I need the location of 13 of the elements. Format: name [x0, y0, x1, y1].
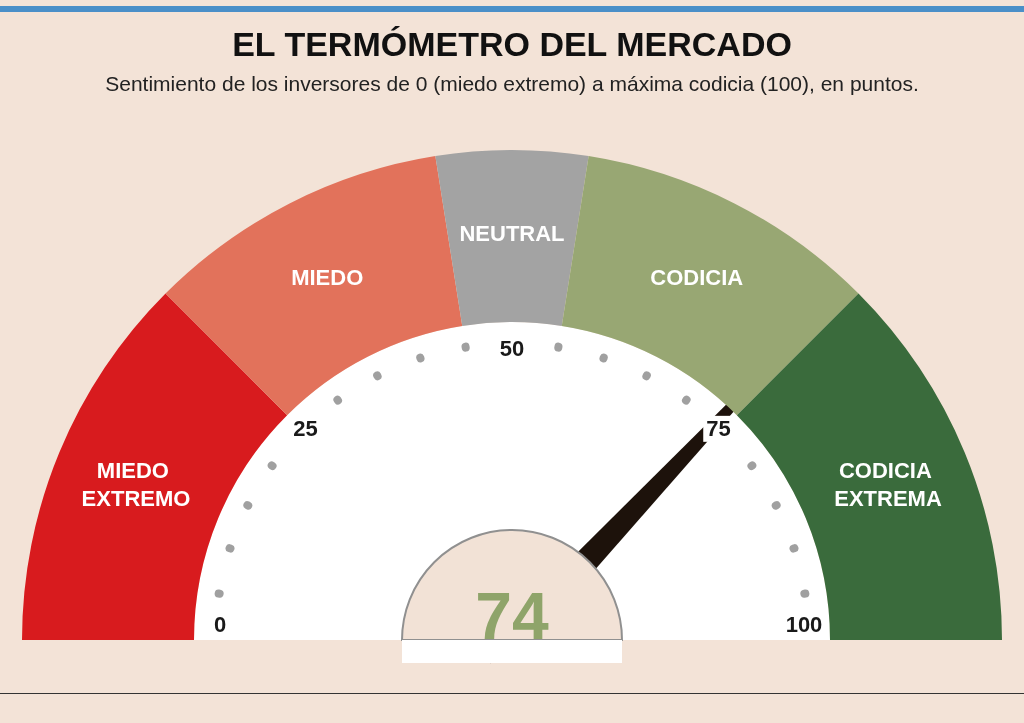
text: 74	[475, 579, 549, 653]
slice-label: MIEDO	[291, 264, 364, 290]
slice-label: CODICIA	[650, 264, 744, 290]
text: 100	[785, 611, 823, 637]
text: 50	[499, 335, 525, 361]
slice-label: CODICIA EXTREMA	[834, 457, 942, 511]
chart-subtitle: Sentimiento de los inversores de 0 (miedo extremo) a máxima codicia (100), en puntos.	[105, 72, 919, 95]
slice-label: MIEDO EXTREMO	[81, 457, 191, 511]
text: 25	[293, 416, 318, 442]
slice-label: NEUTRAL	[459, 220, 565, 246]
text: 75	[706, 416, 731, 442]
text: 0	[213, 611, 227, 637]
chart-title: EL TERMÓMETRO DEL MERCADO	[232, 25, 792, 63]
